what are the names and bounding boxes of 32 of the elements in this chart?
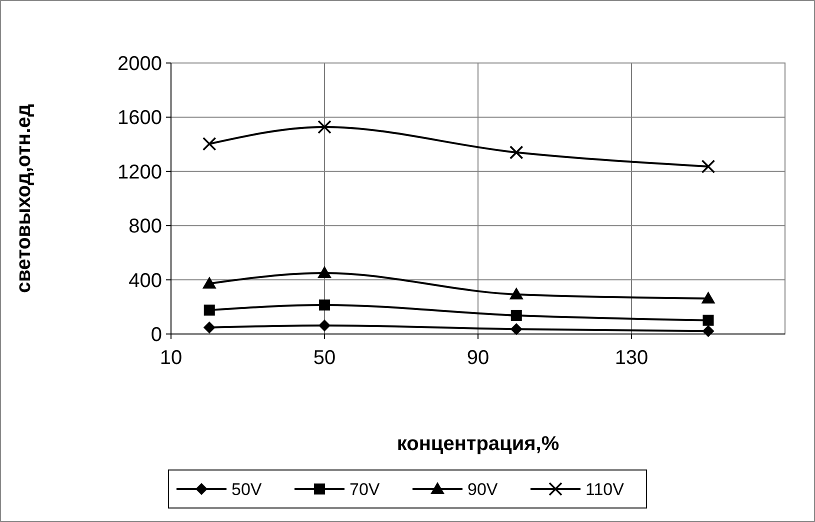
point [701, 292, 716, 304]
x-tick-label: 50 [313, 347, 336, 369]
point [202, 136, 216, 151]
point [318, 120, 332, 134]
point [204, 304, 215, 316]
legend-label: 70V [350, 480, 380, 499]
y-tick-label: 400 [128, 270, 162, 292]
legend-label: 50V [232, 480, 262, 499]
point [701, 160, 716, 174]
point [318, 319, 330, 332]
x-axis-title: концентрация,% [396, 433, 560, 455]
point [509, 146, 524, 160]
point [319, 300, 330, 311]
y-tick-label: 2000 [118, 53, 162, 75]
point [509, 287, 524, 300]
y-tick-label: 0 [150, 324, 162, 346]
point [203, 321, 216, 334]
legend-label: 110V [586, 480, 625, 499]
x-tick-label: 90 [466, 347, 490, 369]
y-tick-label: 1200 [118, 161, 162, 184]
point [702, 314, 714, 326]
point [510, 323, 522, 336]
y-tick-label: 1600 [118, 107, 162, 130]
y-axis-title: световыход,отн.ед [13, 104, 35, 293]
point [510, 310, 522, 321]
x-tick-label: 10 [160, 347, 182, 369]
legend-label: 90V [468, 480, 498, 499]
point [202, 276, 216, 289]
point [702, 325, 714, 338]
y-tick-label: 800 [128, 216, 162, 238]
x-tick-label: 130 [614, 347, 648, 369]
point [318, 266, 332, 278]
